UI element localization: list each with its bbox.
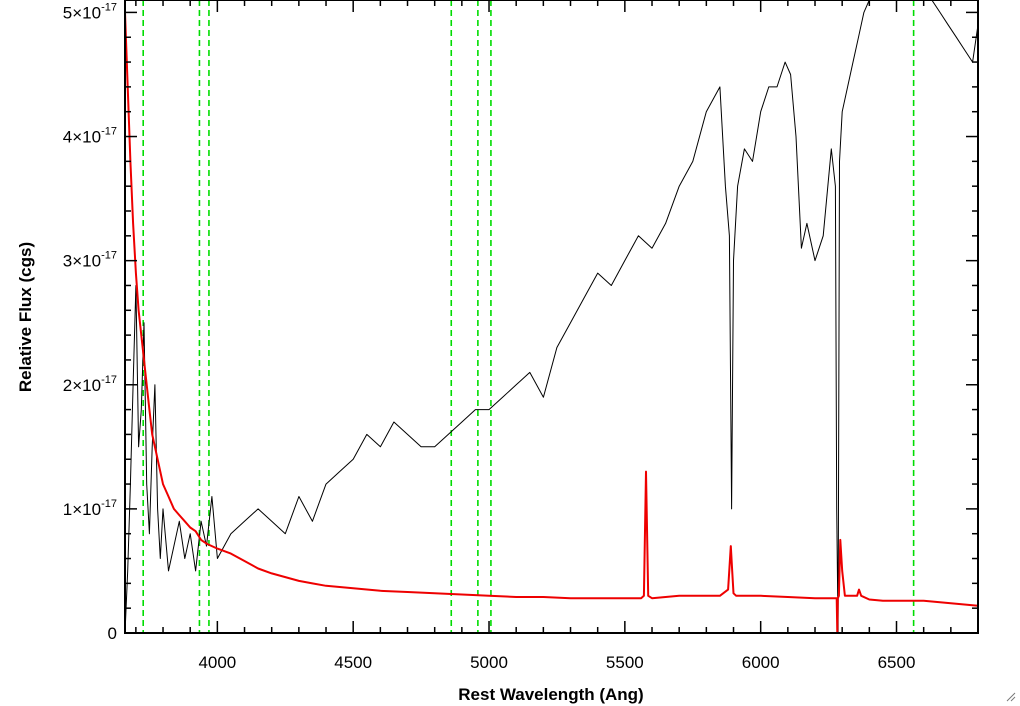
plot-border bbox=[124, 0, 979, 634]
plot-frame bbox=[124, 0, 979, 634]
y-axis-title: Relative Flux (cgs) bbox=[16, 242, 35, 392]
x-tick-label: 5000 bbox=[470, 653, 508, 672]
y-tick-label: 5×10-17 bbox=[63, 1, 117, 22]
x-tick-label: 5500 bbox=[606, 653, 644, 672]
x-tick-label: 6000 bbox=[742, 653, 780, 672]
x-tick-label: 4500 bbox=[334, 653, 372, 672]
y-tick-label: 3×10-17 bbox=[63, 250, 117, 271]
series-line-1 bbox=[125, 0, 978, 633]
x-axis-title: Rest Wavelength (Ang) bbox=[458, 685, 643, 704]
x-tick-label: 6500 bbox=[878, 653, 916, 672]
y-tick-label: 0 bbox=[108, 624, 117, 643]
y-tick-label: 2×10-17 bbox=[63, 374, 117, 395]
y-tick-label: 4×10-17 bbox=[63, 126, 117, 147]
axis-ticks bbox=[125, 0, 979, 634]
x-tick-label: 4000 bbox=[198, 653, 236, 672]
series-group bbox=[125, 0, 978, 633]
y-tick-label: 1×10-17 bbox=[63, 498, 117, 519]
reference-lines bbox=[142, 0, 915, 633]
series-line-2 bbox=[125, 12, 978, 633]
tick-labels: 4000 4500 5000 5500 6000 6500 0 1×10-17 2×10-17 3… bbox=[63, 1, 916, 672]
resize-grip-icon[interactable] bbox=[1006, 692, 1016, 702]
